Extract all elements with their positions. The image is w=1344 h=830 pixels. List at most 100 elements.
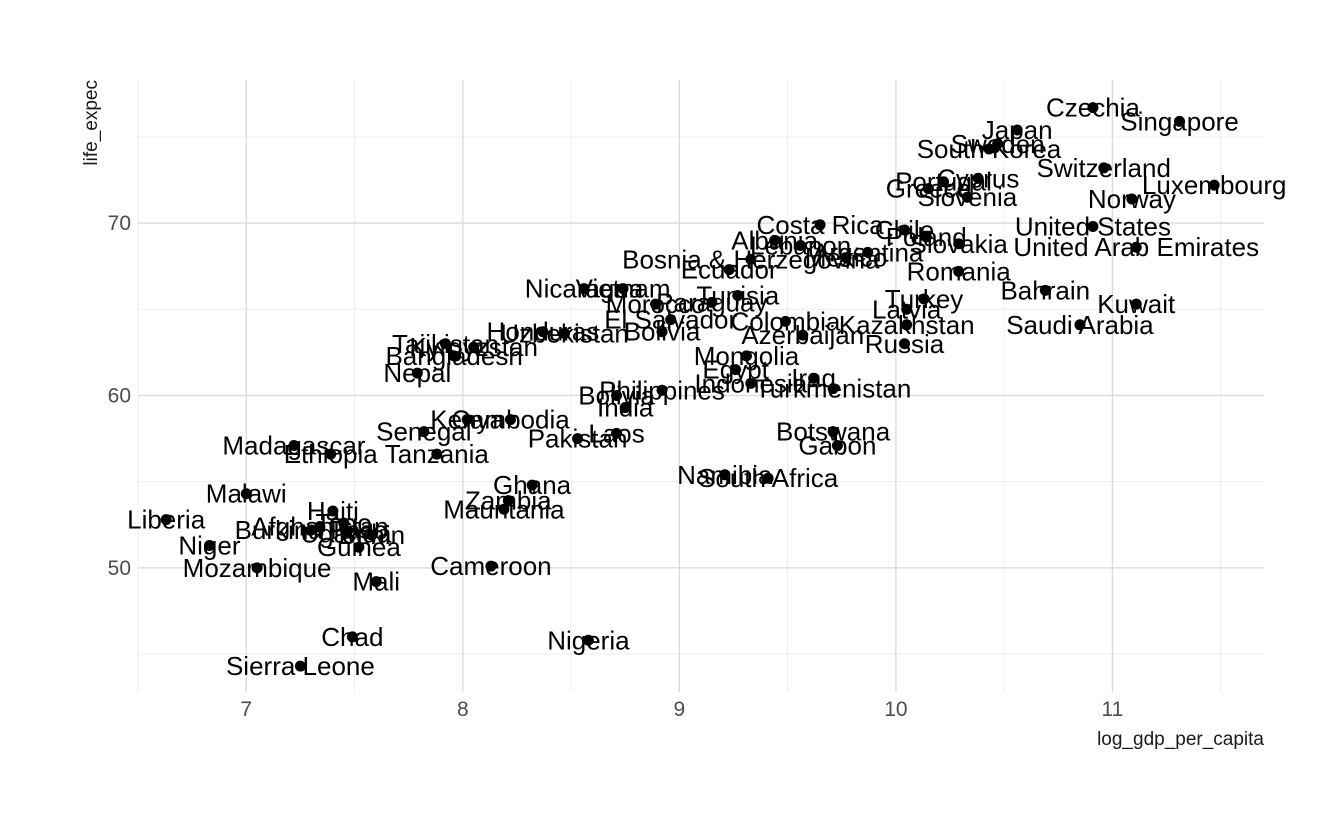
data-point	[899, 338, 911, 350]
point-label: Lebanon	[750, 230, 851, 260]
point-label: Burkina Faso	[235, 515, 388, 545]
point-label: Namibia	[677, 460, 773, 490]
data-point	[504, 414, 516, 426]
data-point	[617, 283, 629, 295]
point-label: United States	[1015, 212, 1171, 242]
data-point	[314, 521, 326, 533]
point-label: Ethiopia	[284, 439, 378, 469]
point-label: Botswana	[776, 417, 891, 447]
point-label: United Arab Emirates	[1013, 232, 1259, 262]
point-label: Madagascar	[222, 430, 365, 460]
point-label: Togo	[316, 508, 372, 538]
data-point	[353, 541, 365, 553]
data-point	[418, 426, 430, 438]
data-point	[862, 246, 874, 258]
data-point	[1087, 221, 1099, 233]
data-point	[370, 576, 382, 588]
point-label: Nepal	[383, 358, 451, 388]
data-point	[1126, 193, 1138, 205]
y-tick-label: 50	[108, 557, 131, 580]
point-label: Luxembourg	[1142, 170, 1287, 200]
data-point	[1087, 102, 1099, 114]
data-point	[468, 341, 480, 353]
point-label: Gabon	[798, 430, 876, 460]
point-label: Turkey	[885, 284, 964, 314]
point-label: Philippines	[599, 375, 725, 405]
point-label: Honduras	[487, 317, 600, 347]
point-label: Chile	[875, 215, 934, 245]
point-label: Japan	[982, 115, 1053, 145]
point-label: Liberia	[127, 505, 206, 535]
data-point	[537, 326, 549, 338]
data-point	[901, 303, 913, 315]
point-label: Costa Rica	[757, 210, 885, 240]
data-point	[650, 298, 662, 310]
point-label: Iraq	[791, 363, 836, 393]
data-point	[461, 414, 473, 426]
data-point	[972, 172, 984, 184]
point-label: Nigeria	[547, 625, 630, 655]
data-point	[1208, 179, 1220, 191]
data-point	[719, 469, 731, 481]
data-point	[827, 383, 839, 395]
data-point	[502, 495, 514, 507]
data-point	[325, 448, 337, 460]
data-point	[901, 319, 913, 331]
data-point	[745, 253, 757, 265]
point-label: Romania	[907, 256, 1012, 286]
point-label: Tanzania	[385, 439, 490, 469]
data-point	[485, 560, 497, 572]
data-point	[961, 191, 973, 203]
data-point	[1174, 115, 1186, 127]
point-label: Albania	[731, 225, 818, 255]
point-label: Mozambique	[183, 553, 332, 583]
point-label: Uzbekistan	[500, 318, 629, 348]
data-point	[1074, 319, 1086, 331]
point-label: Azerbaijan	[741, 320, 864, 350]
point-label: Sweden	[951, 129, 1045, 159]
data-point	[431, 448, 443, 460]
data-point	[840, 252, 852, 264]
data-point	[160, 514, 172, 526]
y-tick-label: 70	[108, 212, 131, 235]
point-label: Switzerland	[1037, 153, 1171, 183]
data-points	[160, 102, 1220, 672]
data-point	[572, 433, 584, 445]
point-label: Mauritania	[443, 494, 565, 524]
point-label: Mali	[352, 567, 400, 597]
x-tick-label: 10	[884, 698, 907, 721]
x-axis-title: log_gdp_per_capita	[1097, 729, 1264, 750]
data-point	[338, 517, 350, 529]
point-label: Singapore	[1120, 106, 1239, 136]
point-label: Kazakhstan	[839, 310, 975, 340]
data-point	[240, 488, 252, 500]
point-label: Indonesia	[694, 368, 807, 398]
point-label: Niger	[178, 530, 240, 560]
point-label: Tajikistan	[392, 329, 499, 359]
data-point	[899, 224, 911, 236]
point-label: Latvia	[872, 294, 942, 324]
point-label: Bangladesh	[385, 341, 522, 371]
point-label: India	[597, 393, 654, 423]
data-point	[706, 296, 718, 308]
point-label: South Africa	[698, 463, 839, 493]
point-label: Colombia	[731, 306, 841, 336]
point-label: Malawi	[206, 479, 287, 509]
data-point	[723, 264, 735, 276]
point-label: Kuwait	[1097, 289, 1176, 319]
data-point	[619, 402, 631, 414]
data-point	[808, 372, 820, 384]
point-label: Uganda	[300, 518, 392, 548]
point-label: Greece	[886, 174, 971, 204]
point-label: Mexico	[805, 243, 887, 273]
data-point	[831, 439, 843, 451]
point-label: Haiti	[307, 496, 359, 526]
y-axis-title: life_expec	[81, 80, 102, 166]
data-point	[1039, 284, 1051, 296]
data-point	[953, 265, 965, 277]
data-point	[656, 384, 668, 396]
point-label: Bolivia	[578, 380, 655, 410]
point-label: Saudi Arabia	[1006, 310, 1154, 340]
